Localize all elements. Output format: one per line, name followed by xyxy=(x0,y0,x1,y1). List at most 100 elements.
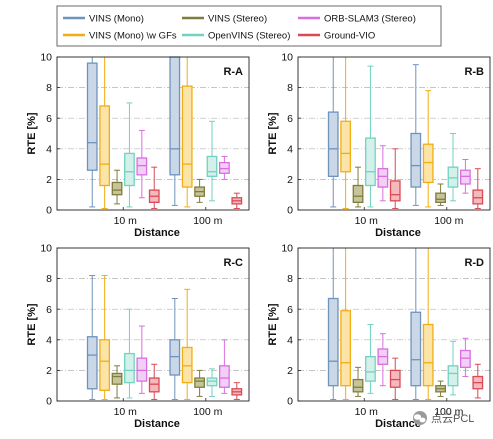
box-iqr xyxy=(99,105,111,187)
panel-r-a-plot-area xyxy=(57,57,249,210)
box-iqr xyxy=(377,168,389,188)
panel-r-c-box-100-m-ground-vio xyxy=(231,382,243,400)
box-iqr xyxy=(136,157,148,176)
panel-r-d-ytick-label-10: 10 xyxy=(281,243,293,255)
panel-r-b-ytick-label-2: 2 xyxy=(287,174,293,186)
panel-r-b-box-10-m-ground-vio xyxy=(389,148,401,209)
panel-r-c-title: R-C xyxy=(223,257,243,269)
panel-r-b-box-10-m-vins-mono-with-gfs xyxy=(340,57,352,209)
panel-r-b-box-100-m-ground-vio xyxy=(472,168,484,209)
box-iqr xyxy=(86,336,98,390)
panel-r-d-box-100-m-orb-slam3-stereo xyxy=(459,337,471,378)
panel-r-a-box-100-m-openvins-stereo xyxy=(206,120,218,202)
panel-r-a-box-10-m-vins-mono-with-gfs xyxy=(99,57,111,209)
panel-r-d-box-100-m-openvins-stereo xyxy=(447,340,459,396)
panel-r-c-box-10-m-ground-vio xyxy=(148,363,160,400)
legend: VINS (Mono) VINS (Stereo) ORB-SLAM3 (Stere… xyxy=(56,5,442,47)
panel-r-d-ytick-label-6: 6 xyxy=(287,304,293,316)
panel-r-c-box-10-m-vins-mono-with-gfs xyxy=(99,275,111,400)
panel-r-d: 0 2 4 6 8 10 10 m 100 m R-D Distance RTE [%] xyxy=(267,243,491,430)
box-iqr xyxy=(340,310,352,387)
box-iqr xyxy=(410,132,422,188)
panel-r-d-frame xyxy=(297,247,491,402)
panel-r-b-ylabel: RTE [%] xyxy=(267,112,279,155)
panel-r-b-xtick-label-10-m: 10 m xyxy=(355,215,379,227)
panel-r-d-ylabel: RTE [%] xyxy=(267,303,279,346)
panel-r-a-box-10-m-vins-mono xyxy=(86,57,98,208)
panel-r-c-box-100-m-vins-stereo xyxy=(194,369,206,397)
box-iqr xyxy=(124,152,135,187)
panel-r-d-box-10-m-openvins-stereo xyxy=(365,324,376,394)
panel-r-d-xtick-label-100-m: 100 m xyxy=(434,406,463,418)
panel-r-a-xlabel: Distance xyxy=(134,227,180,239)
box-iqr xyxy=(86,62,98,171)
panel-r-a-box-100-m-vins-mono-with-gfs xyxy=(181,57,193,208)
panel-r-d-box-10-m-orb-slam3-stereo xyxy=(377,333,389,387)
panel-r-c-box-100-m-orb-slam3-stereo xyxy=(218,339,230,394)
panel-r-d-box-10-m-ground-vio xyxy=(389,357,401,400)
panel-r-c-ytick-label-10: 10 xyxy=(40,243,52,255)
panel-r-b-box-100-m-vins-stereo xyxy=(435,183,447,206)
panel-r-d-box-100-m-vins-mono-with-gfs xyxy=(422,248,434,400)
panel-r-a-ytick-label-4: 4 xyxy=(46,143,52,155)
panel-r-c-ytick-label-2: 2 xyxy=(46,365,52,377)
box-iqr xyxy=(365,355,376,382)
legend-label-orb-slam3-stereo: ORB-SLAM3 (Stereo) xyxy=(324,14,416,25)
watermark-text: 点云PCL xyxy=(431,412,474,425)
box-iqr xyxy=(422,323,434,387)
box-iqr xyxy=(124,352,135,384)
panel-r-a-ylabel: RTE [%] xyxy=(26,112,38,155)
panel-r-b-box-100-m-vins-mono-with-gfs xyxy=(422,90,434,208)
panel-r-c-xtick-label-10-m: 10 m xyxy=(114,406,138,418)
box-iqr xyxy=(340,120,352,173)
box-iqr xyxy=(111,181,123,196)
panel-r-c-box-100-m-vins-mono xyxy=(169,297,181,400)
box-iqr xyxy=(194,377,206,388)
panel-r-c-ytick-label-6: 6 xyxy=(46,304,52,316)
panel-r-d-box-10-m-vins-mono-with-gfs xyxy=(340,248,352,400)
legend-label-openvins-stereo: OpenVINS (Stereo) xyxy=(208,31,290,42)
panel-r-d-box-100-m-vins-mono xyxy=(410,248,422,400)
panel-r-a-box-10-m-ground-vio xyxy=(148,166,160,209)
panel-r-a-box-10-m-vins-stereo xyxy=(111,169,123,205)
panel-r-b-title: R-B xyxy=(464,66,484,78)
box-iqr xyxy=(447,166,459,188)
panel-r-d-xlabel: Distance xyxy=(375,418,421,430)
panel-r-a-ytick-label-10: 10 xyxy=(40,52,52,64)
panel-r-c-xtick-label-100-m: 100 m xyxy=(193,406,222,418)
panel-r-b: 0 2 4 6 8 10 10 m 100 m R-B Distance RTE [%] xyxy=(267,52,491,239)
legend-label-vins-stereo: VINS (Stereo) xyxy=(208,14,267,25)
panel-r-d-ytick-label-0: 0 xyxy=(287,396,293,408)
box-iqr xyxy=(472,189,484,205)
panel-r-d-box-100-m-ground-vio xyxy=(472,363,484,399)
panel-r-b-ytick-label-8: 8 xyxy=(287,82,293,94)
box-iqr xyxy=(206,155,218,177)
box-iqr xyxy=(99,339,111,391)
box-iqr xyxy=(352,184,364,204)
panels: 0 2 4 6 8 10 10 m 100 m R-A Distance RTE [%] 0 2 4 6 8 1… xyxy=(26,52,491,430)
box-iqr xyxy=(459,349,471,368)
box-iqr xyxy=(327,111,339,177)
panel-r-b-ytick-label-4: 4 xyxy=(287,143,293,155)
legend-frame xyxy=(56,5,442,47)
panel-r-c-box-100-m-openvins-stereo xyxy=(206,368,218,397)
panel-r-a-ytick-label-2: 2 xyxy=(46,174,52,186)
panel-r-a-xtick-label-10-m: 10 m xyxy=(114,215,138,227)
panel-r-c-ytick-label-4: 4 xyxy=(46,334,52,346)
panel-r-d-xtick-label-10-m: 10 m xyxy=(355,406,379,418)
panel-r-a-box-100-m-ground-vio xyxy=(231,192,243,209)
box-iqr xyxy=(218,161,230,174)
legend-label-ground-vio: Ground-VIO xyxy=(324,31,375,42)
box-iqr xyxy=(327,297,339,387)
panel-r-c: 0 2 4 6 8 10 10 m 100 m R-C Distance RTE [%] xyxy=(26,243,250,430)
panel-r-c-box-100-m-vins-mono-with-gfs xyxy=(181,288,193,400)
panel-r-c-ytick-label-0: 0 xyxy=(46,396,52,408)
legend-label-vins-mono: VINS (Mono) xyxy=(89,14,144,25)
box-iqr xyxy=(181,85,193,188)
panel-r-c-box-10-m-vins-mono xyxy=(86,275,98,400)
box-iqr xyxy=(410,311,422,387)
box-iqr xyxy=(136,357,148,382)
box-iqr xyxy=(435,192,447,203)
panel-r-b-ytick-label-6: 6 xyxy=(287,113,293,125)
